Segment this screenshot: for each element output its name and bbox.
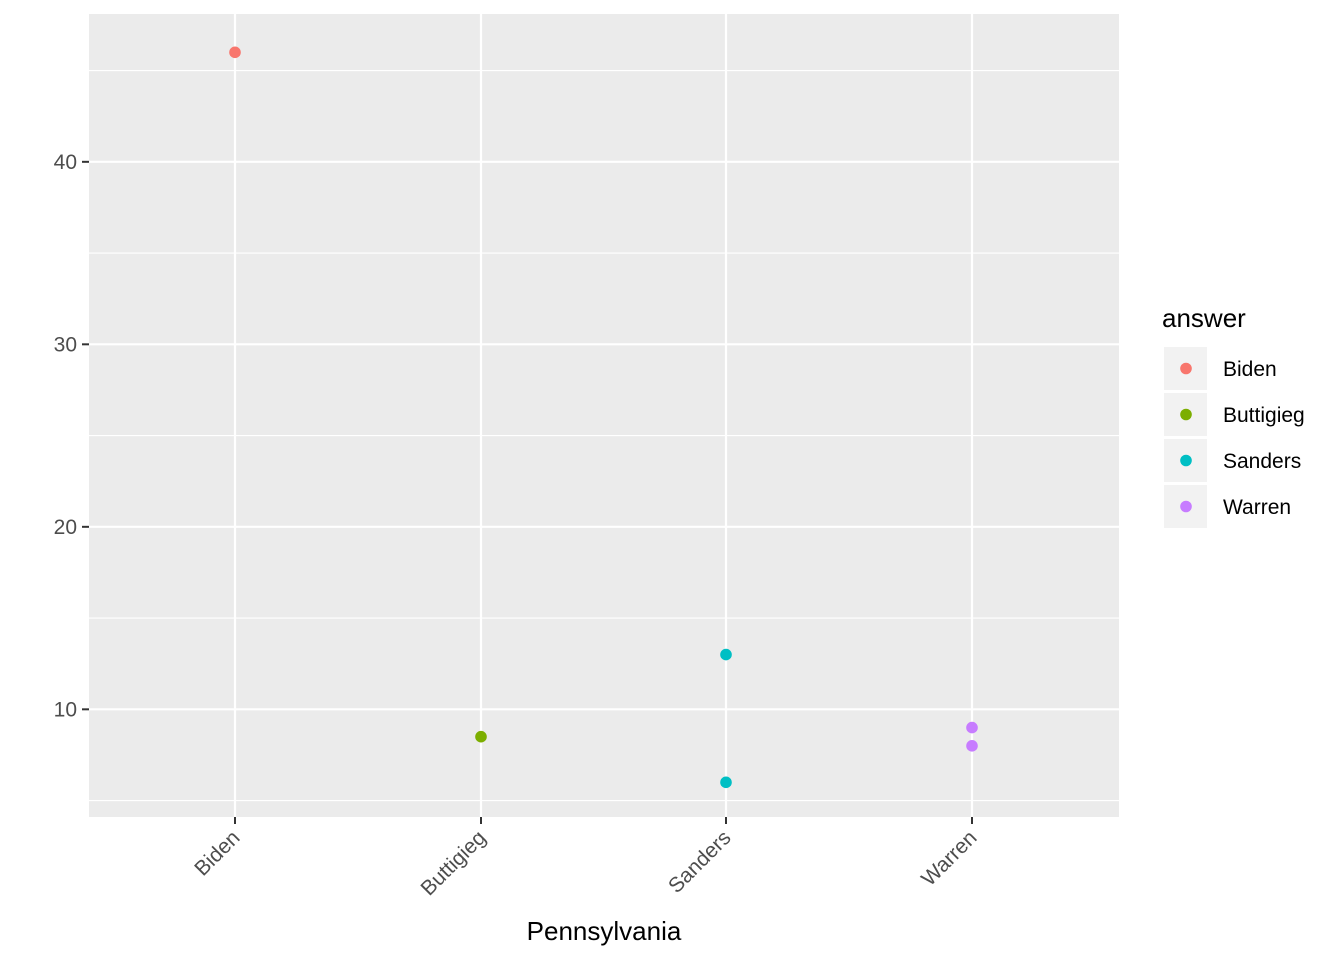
legend-marker-buttigieg [1180,408,1192,421]
y-tick-label: 40 [54,151,77,174]
data-points [229,46,978,789]
data-point-sanders [720,648,732,661]
x-axis-title: Pennsylvania [527,916,682,946]
data-point-warren [966,721,978,734]
grid-minor [89,70,1119,802]
x-tick-label: Warren [917,826,981,890]
x-tick-label: Sanders [664,826,736,898]
legend-items: Biden Buttigieg Sanders Warren [1164,347,1305,528]
x-tick-label: Buttigieg [416,826,490,900]
x-tick-label: Biden [190,826,244,880]
legend-marker-warren [1180,500,1192,513]
y-axis: 10 20 30 40 [54,151,89,721]
x-axis: Biden Buttigieg Sanders Warren [190,817,982,900]
y-tick-label: 20 [54,516,77,539]
y-tick-label: 30 [54,333,77,356]
legend-marker-sanders [1180,454,1192,467]
grid-major [89,14,1119,817]
data-point-buttigieg [475,730,487,743]
data-point-warren [966,740,978,752]
legend-label: Warren [1223,496,1291,519]
panel-background [89,14,1119,817]
data-point-sanders [720,776,732,789]
legend-label: Sanders [1223,450,1301,473]
legend-label: Buttigieg [1223,404,1305,427]
data-point-biden [229,46,241,59]
legend-label: Biden [1223,358,1277,381]
y-tick-label: 10 [54,698,77,721]
legend-marker-biden [1180,362,1192,375]
legend: answer Biden Buttigieg Sanders Warren [1162,303,1305,528]
legend-title: answer [1162,303,1246,333]
